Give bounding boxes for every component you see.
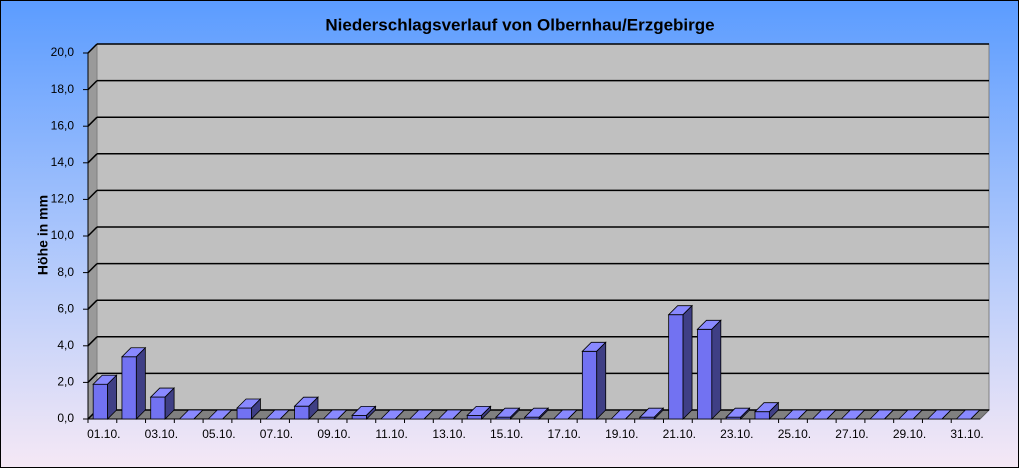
grid-line bbox=[87, 43, 98, 54]
bar-side bbox=[653, 407, 664, 420]
bar-side bbox=[768, 401, 779, 420]
bar-side bbox=[538, 407, 549, 420]
bar-side bbox=[452, 409, 463, 420]
bar-side bbox=[912, 409, 923, 420]
grid-line bbox=[87, 372, 98, 383]
x-tick-label: 15.10. bbox=[490, 427, 523, 441]
bar-side bbox=[107, 374, 117, 420]
x-tick-label: 27.10. bbox=[835, 427, 868, 441]
bar-side bbox=[251, 398, 261, 420]
bar-side bbox=[941, 409, 952, 420]
grid-line bbox=[87, 226, 98, 237]
chart-title: Niederschlagsverlauf von Olbernhau/Erzge… bbox=[325, 15, 714, 34]
x-tick-label: 05.10. bbox=[202, 427, 235, 441]
grid-line bbox=[87, 263, 98, 274]
bar-side bbox=[510, 407, 520, 420]
bar-side bbox=[135, 346, 146, 420]
y-tick-label: 4,0 bbox=[57, 338, 74, 352]
grid-line bbox=[87, 336, 98, 347]
x-tick-label: 13.10. bbox=[432, 427, 465, 441]
bar-side bbox=[855, 409, 865, 420]
x-tick-label: 09.10. bbox=[317, 427, 350, 441]
bar bbox=[697, 328, 713, 420]
bar-side bbox=[711, 319, 722, 420]
x-tick-label: 29.10. bbox=[893, 427, 926, 441]
bar bbox=[121, 356, 137, 420]
bar-side bbox=[740, 407, 750, 420]
bar-side bbox=[970, 409, 981, 420]
y-tick-label: 6,0 bbox=[57, 301, 74, 315]
bar-side bbox=[222, 409, 232, 420]
bar-side bbox=[279, 409, 290, 420]
y-tick-label: 16,0 bbox=[51, 118, 75, 132]
bar-side bbox=[682, 304, 693, 420]
grid-line bbox=[87, 299, 98, 310]
bar-side bbox=[423, 409, 434, 420]
x-tick-label: 21.10. bbox=[663, 427, 696, 441]
y-tick-label: 14,0 bbox=[51, 155, 75, 169]
grid-line bbox=[87, 116, 98, 127]
bar bbox=[754, 411, 770, 420]
bar-side bbox=[826, 409, 837, 420]
x-tick-label: 07.10. bbox=[260, 427, 293, 441]
y-tick-label: 10,0 bbox=[51, 228, 75, 242]
x-tick-label: 31.10. bbox=[950, 427, 983, 441]
bar bbox=[150, 396, 166, 420]
grid-line bbox=[87, 189, 98, 200]
y-tick-label: 0,0 bbox=[57, 411, 74, 425]
bar bbox=[581, 350, 598, 420]
grid-line bbox=[87, 80, 98, 91]
y-axis-title: Höhe in mm bbox=[35, 195, 51, 275]
bar bbox=[92, 383, 108, 420]
x-tick-label: 25.10. bbox=[778, 427, 811, 441]
bar-side bbox=[395, 409, 405, 420]
x-tick-label: 01.10. bbox=[87, 427, 120, 441]
bar-side bbox=[164, 387, 175, 420]
bar-side bbox=[596, 341, 607, 420]
bar-side bbox=[884, 409, 894, 420]
grid-line bbox=[87, 153, 98, 164]
bar-side bbox=[567, 409, 578, 420]
x-tick-label: 17.10. bbox=[548, 427, 581, 441]
bar-side bbox=[308, 396, 319, 420]
y-tick-label: 12,0 bbox=[51, 192, 75, 206]
bar bbox=[466, 414, 483, 420]
bar bbox=[294, 405, 310, 420]
bar-side bbox=[366, 405, 376, 420]
bar-side bbox=[337, 409, 348, 420]
bar-side bbox=[625, 409, 635, 420]
bar-side bbox=[797, 409, 808, 420]
x-tick-label: 23.10. bbox=[720, 427, 753, 441]
bar-side bbox=[193, 409, 204, 420]
bar bbox=[351, 414, 367, 420]
x-tick-label: 11.10. bbox=[375, 427, 407, 441]
bar bbox=[668, 314, 684, 420]
y-tick-label: 8,0 bbox=[57, 265, 74, 279]
y-tick-label: 2,0 bbox=[57, 375, 74, 389]
y-tick-label: 20,0 bbox=[51, 45, 75, 59]
x-tick-label: 03.10. bbox=[145, 427, 178, 441]
bar-side bbox=[481, 405, 492, 420]
y-tick-label: 18,0 bbox=[51, 82, 75, 96]
bar bbox=[236, 407, 252, 420]
x-tick-label: 19.10. bbox=[605, 427, 638, 441]
